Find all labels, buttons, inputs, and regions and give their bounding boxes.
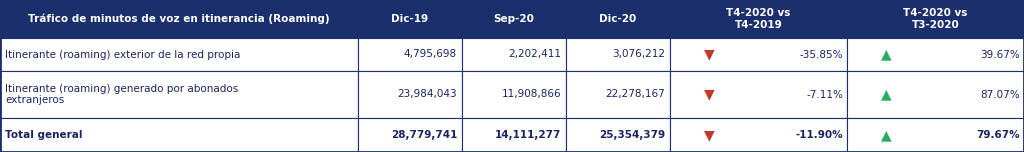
- Text: ▼: ▼: [703, 47, 715, 62]
- Text: ▲: ▲: [881, 128, 891, 142]
- Text: ▲: ▲: [881, 88, 891, 102]
- Bar: [0, 0, 358, 38]
- Text: 28,779,741: 28,779,741: [390, 130, 457, 140]
- Text: 23,984,043: 23,984,043: [397, 90, 457, 100]
- Bar: [847, 71, 1024, 118]
- Text: -7.11%: -7.11%: [806, 90, 843, 100]
- Text: Dic-19: Dic-19: [391, 14, 429, 24]
- Bar: [847, 118, 1024, 152]
- Bar: [358, 0, 462, 38]
- Text: Itinerante (roaming) generado por abonados
extranjeros: Itinerante (roaming) generado por abonad…: [5, 84, 239, 105]
- Text: Sep-20: Sep-20: [494, 14, 535, 24]
- Text: ▼: ▼: [703, 128, 715, 142]
- Text: 87.07%: 87.07%: [980, 90, 1020, 100]
- Bar: [462, 71, 566, 118]
- Text: 39.67%: 39.67%: [980, 50, 1020, 59]
- Bar: [0, 38, 358, 71]
- Bar: [566, 118, 670, 152]
- Text: T4-2020 vs
T4-2019: T4-2020 vs T4-2019: [726, 8, 791, 30]
- Text: 14,111,277: 14,111,277: [495, 130, 561, 140]
- Text: 4,795,698: 4,795,698: [403, 50, 457, 59]
- Text: 79.67%: 79.67%: [976, 130, 1020, 140]
- Bar: [358, 38, 462, 71]
- Bar: [670, 0, 847, 38]
- Text: 11,908,866: 11,908,866: [502, 90, 561, 100]
- Bar: [0, 118, 358, 152]
- Bar: [670, 71, 847, 118]
- Bar: [670, 38, 847, 71]
- Bar: [566, 71, 670, 118]
- Bar: [566, 38, 670, 71]
- Bar: [847, 0, 1024, 38]
- Text: -35.85%: -35.85%: [800, 50, 843, 59]
- Text: ▼: ▼: [703, 88, 715, 102]
- Bar: [566, 0, 670, 38]
- Text: 2,202,411: 2,202,411: [508, 50, 561, 59]
- Text: 3,076,212: 3,076,212: [612, 50, 665, 59]
- Bar: [847, 38, 1024, 71]
- Text: 22,278,167: 22,278,167: [605, 90, 665, 100]
- Bar: [670, 118, 847, 152]
- Bar: [462, 38, 566, 71]
- Text: Tráfico de minutos de voz en itinerancia (Roaming): Tráfico de minutos de voz en itinerancia…: [29, 14, 330, 24]
- Text: ▲: ▲: [881, 47, 891, 62]
- Text: 25,354,379: 25,354,379: [599, 130, 665, 140]
- Text: Total general: Total general: [5, 130, 83, 140]
- Bar: [462, 0, 566, 38]
- Text: T4-2020 vs
T3-2020: T4-2020 vs T3-2020: [903, 8, 968, 30]
- Bar: [358, 71, 462, 118]
- Bar: [358, 118, 462, 152]
- Text: -11.90%: -11.90%: [796, 130, 843, 140]
- Bar: [462, 118, 566, 152]
- Bar: [0, 71, 358, 118]
- Text: Dic-20: Dic-20: [599, 14, 637, 24]
- Text: Itinerante (roaming) exterior de la red propia: Itinerante (roaming) exterior de la red …: [5, 50, 241, 59]
